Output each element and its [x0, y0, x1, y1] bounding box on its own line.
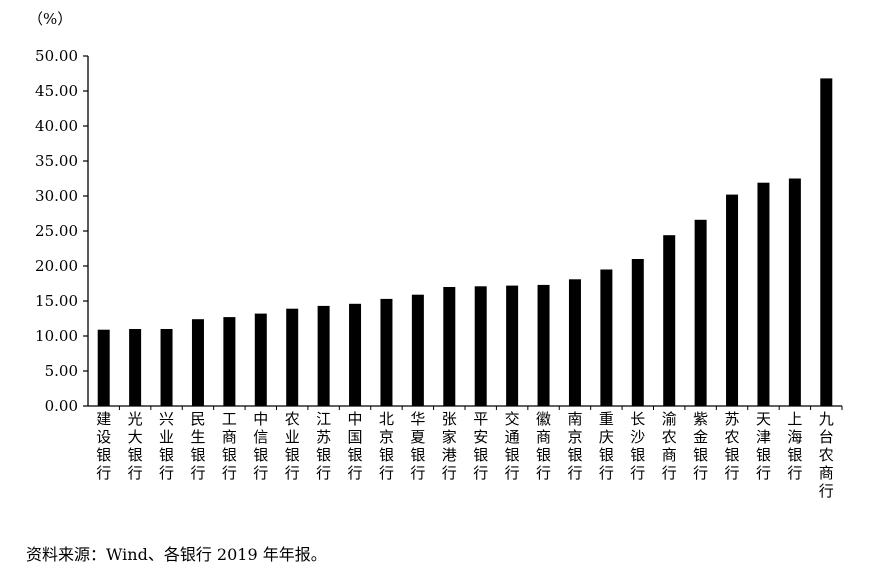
x-tick-label: 江苏银行 — [316, 410, 331, 482]
y-tick-label: 5.00 — [45, 362, 78, 380]
x-tick-label: 中国银行 — [348, 410, 363, 482]
y-axis-unit-label: （%） — [28, 10, 73, 28]
x-tick-label: 华夏银行 — [410, 410, 425, 482]
y-tick-label: 0.00 — [45, 397, 78, 415]
x-tick-label: 长沙银行 — [630, 410, 645, 482]
bar — [820, 78, 833, 407]
bar — [694, 219, 707, 406]
bar — [254, 313, 267, 406]
bar — [380, 298, 393, 406]
bar — [506, 285, 519, 406]
bar — [600, 269, 613, 406]
bar — [537, 284, 550, 406]
x-tick-label: 光大银行 — [128, 410, 143, 482]
y-tick-label: 15.00 — [35, 292, 78, 310]
x-tick-label: 兴业银行 — [159, 410, 174, 482]
x-tick-label: 民生银行 — [190, 410, 205, 482]
x-tick-label: 徽商银行 — [536, 410, 551, 482]
x-tick-label: 苏农银行 — [725, 410, 740, 482]
bar — [663, 235, 676, 406]
y-tick-label: 25.00 — [35, 222, 78, 240]
y-tick-label: 30.00 — [35, 187, 78, 205]
x-tick-label: 南京银行 — [567, 410, 582, 482]
x-tick-label: 平安银行 — [473, 410, 488, 482]
bar — [757, 182, 770, 406]
y-tick-label: 40.00 — [35, 117, 78, 135]
bar — [223, 317, 236, 406]
bar — [317, 305, 330, 406]
x-tick-label: 九台农商行 — [819, 410, 834, 500]
bar — [631, 259, 644, 406]
x-tick-label: 北京银行 — [379, 410, 394, 482]
y-tick-label: 35.00 — [35, 152, 78, 170]
x-tick-label: 交通银行 — [505, 410, 520, 482]
bar — [726, 194, 739, 406]
bar — [443, 287, 456, 406]
y-tick-label: 10.00 — [35, 327, 78, 345]
x-tick-label: 工商银行 — [222, 410, 237, 482]
x-tick-label: 上海银行 — [787, 410, 802, 482]
bar — [411, 294, 424, 406]
x-tick-label: 重庆银行 — [599, 410, 614, 482]
x-tick-label: 农业银行 — [285, 410, 300, 482]
bar — [191, 319, 204, 406]
y-tick-label: 45.00 — [35, 82, 78, 100]
bar — [97, 329, 110, 406]
x-tick-label: 中信银行 — [253, 410, 268, 482]
x-tick-label: 建设银行 — [96, 410, 111, 482]
x-tick-label: 天津银行 — [756, 410, 771, 482]
bar — [349, 303, 362, 406]
y-tick-label: 50.00 — [35, 47, 78, 65]
source-note: 资料来源：Wind、各银行 2019 年年报。 — [26, 545, 327, 564]
x-tick-label: 张家港行 — [442, 410, 457, 482]
bar — [286, 308, 299, 406]
bar — [568, 279, 581, 406]
bar — [474, 286, 487, 406]
bar — [129, 329, 142, 406]
bar — [160, 329, 173, 406]
x-tick-label: 紫金银行 — [693, 410, 708, 482]
x-tick-label: 渝农商行 — [662, 410, 677, 482]
bar — [788, 178, 801, 406]
y-tick-label: 20.00 — [35, 257, 78, 275]
